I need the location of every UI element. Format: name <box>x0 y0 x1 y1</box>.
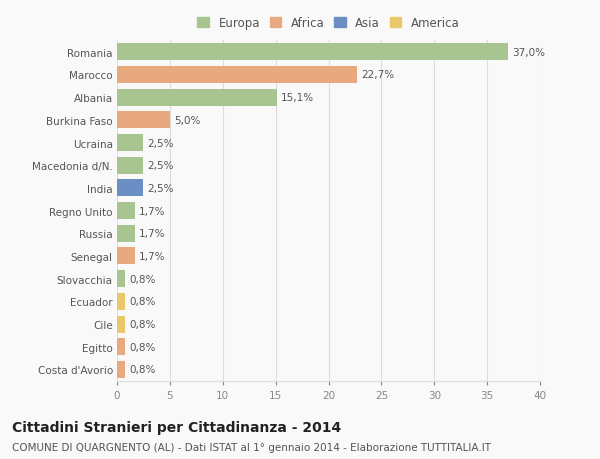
Bar <box>117 248 135 265</box>
Text: 2,5%: 2,5% <box>148 184 174 194</box>
Text: COMUNE DI QUARGNENTO (AL) - Dati ISTAT al 1° gennaio 2014 - Elaborazione TUTTITA: COMUNE DI QUARGNENTO (AL) - Dati ISTAT a… <box>12 442 491 452</box>
Text: 0,8%: 0,8% <box>130 319 156 330</box>
Legend: Europa, Africa, Asia, America: Europa, Africa, Asia, America <box>195 14 462 32</box>
Bar <box>117 361 125 378</box>
Bar <box>117 112 170 129</box>
Text: 0,8%: 0,8% <box>130 297 156 307</box>
Text: 0,8%: 0,8% <box>130 364 156 375</box>
Text: 1,7%: 1,7% <box>139 206 166 216</box>
Text: 2,5%: 2,5% <box>148 138 174 148</box>
Text: 1,7%: 1,7% <box>139 229 166 239</box>
Text: 0,8%: 0,8% <box>130 274 156 284</box>
Bar <box>117 67 357 84</box>
Text: 22,7%: 22,7% <box>361 70 394 80</box>
Text: 15,1%: 15,1% <box>281 93 314 103</box>
Bar <box>117 135 143 151</box>
Bar <box>117 293 125 310</box>
Bar <box>117 157 143 174</box>
Text: 2,5%: 2,5% <box>148 161 174 171</box>
Text: 0,8%: 0,8% <box>130 342 156 352</box>
Text: 37,0%: 37,0% <box>512 48 545 58</box>
Bar <box>117 316 125 333</box>
Bar <box>117 338 125 355</box>
Text: 5,0%: 5,0% <box>174 116 200 126</box>
Bar <box>117 270 125 287</box>
Bar <box>117 90 277 106</box>
Bar <box>117 180 143 197</box>
Bar <box>117 203 135 219</box>
Text: 1,7%: 1,7% <box>139 252 166 262</box>
Text: Cittadini Stranieri per Cittadinanza - 2014: Cittadini Stranieri per Cittadinanza - 2… <box>12 420 341 434</box>
Bar <box>117 225 135 242</box>
Bar <box>117 44 508 61</box>
